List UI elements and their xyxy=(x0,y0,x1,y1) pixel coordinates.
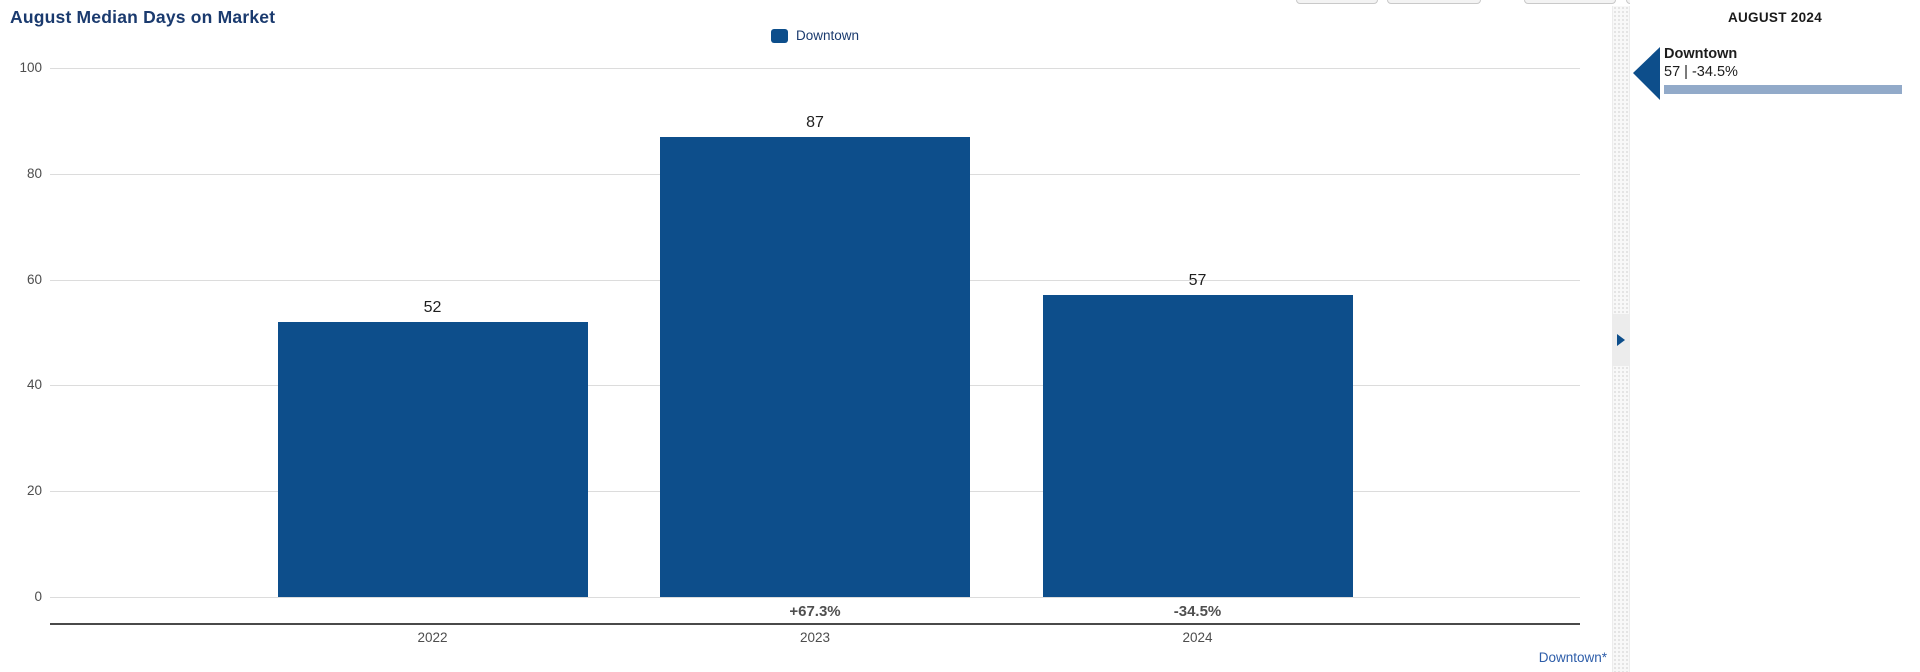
chart-legend: Downtown xyxy=(50,28,1580,43)
panel-series-value: 57 | -34.5% xyxy=(1664,64,1738,80)
x-axis-category-label: 2023 xyxy=(799,630,831,645)
page-title: August Median Days on Market xyxy=(10,7,276,27)
bar-value-label: 52 xyxy=(423,298,442,316)
bar-2022[interactable] xyxy=(277,321,588,597)
x-axis-category-label: 2022 xyxy=(417,630,448,645)
panel-series-name[interactable]: Downtown xyxy=(1664,46,1738,62)
series-footnote-link[interactable]: Downtown* xyxy=(1538,650,1607,665)
bar-2023[interactable] xyxy=(660,136,970,597)
gridline-y100 xyxy=(50,68,1580,69)
panel-period-header: AUGUST 2024 xyxy=(1727,10,1823,25)
bar-value-label: 87 xyxy=(806,113,824,131)
y-axis-tick-label: 80 xyxy=(26,165,42,181)
x-axis-line xyxy=(50,623,1580,625)
bar-2024[interactable] xyxy=(1042,295,1353,597)
y-axis-tick-label: 60 xyxy=(26,271,42,287)
bar-value-label: 57 xyxy=(1188,272,1207,290)
left-triangle-marker-icon xyxy=(1633,47,1660,100)
pct-change-label: -34.5% xyxy=(1173,603,1222,620)
gridline-y0 xyxy=(50,597,1580,598)
pct-change-label: +67.3% xyxy=(789,603,841,620)
legend-swatch-icon xyxy=(770,28,788,43)
y-axis-tick-label: 100 xyxy=(19,60,42,75)
bar-chart-plot: 0 20 40 60 80 100 52 2022 87 +67.3% 2023 57 -34.5% 20… xyxy=(19,60,1580,645)
panel-expander-handle[interactable] xyxy=(1613,314,1629,366)
y-axis-tick-label: 0 xyxy=(34,589,42,604)
chevron-right-icon xyxy=(1617,334,1625,346)
panel-value-bar xyxy=(1664,85,1902,94)
panel-divider xyxy=(1612,6,1630,672)
y-axis-tick-label: 20 xyxy=(26,483,42,499)
x-axis-category-label: 2024 xyxy=(1182,630,1213,645)
legend-item-label[interactable]: Downtown xyxy=(795,28,860,43)
y-axis-tick-label: 40 xyxy=(26,377,42,393)
summary-side-panel: AUGUST 2024 Downtown 57 | -34.5% xyxy=(1630,0,1920,672)
